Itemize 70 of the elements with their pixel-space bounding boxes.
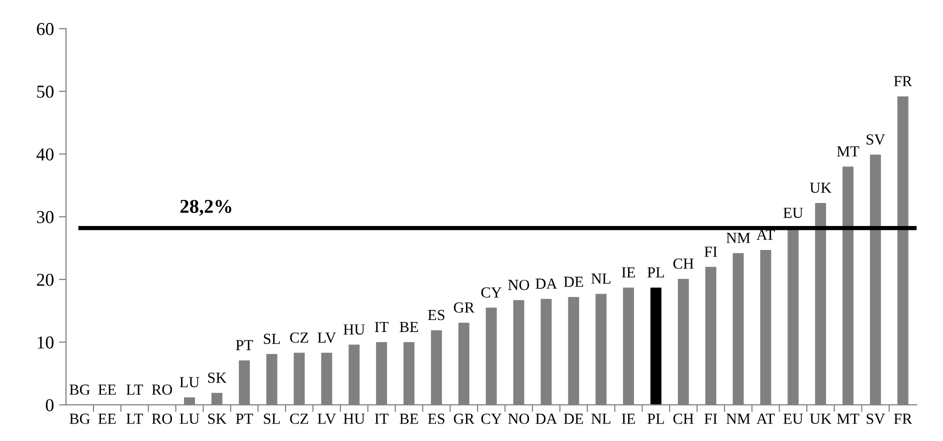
x-tick-label: IT bbox=[374, 414, 389, 424]
annotation: HU bbox=[344, 324, 365, 335]
annotation: DE bbox=[564, 276, 584, 287]
y-tick-label: 50 bbox=[37, 86, 54, 98]
x-tick-label: NO bbox=[508, 414, 530, 424]
x-tick-label: BG bbox=[70, 414, 90, 424]
x-tick-label: RO bbox=[152, 414, 172, 424]
annotation: MT bbox=[836, 146, 860, 156]
annotation: BE bbox=[400, 322, 418, 332]
x-tick-label: SK bbox=[208, 414, 227, 424]
annotation: EU bbox=[783, 208, 803, 218]
y-tick-label: 60 bbox=[36, 22, 54, 36]
y-tick-label: 30 bbox=[37, 211, 54, 224]
x-tick-label: FR bbox=[894, 414, 912, 424]
annotation: IE bbox=[622, 267, 635, 278]
annotation: EE bbox=[98, 384, 116, 395]
x-tick-label: LV bbox=[318, 414, 336, 424]
x-tick-label: CZ bbox=[290, 414, 308, 424]
x-tick-label: LU bbox=[180, 414, 200, 424]
x-tick-label: SV bbox=[866, 414, 886, 424]
x-tick-label: EU bbox=[783, 414, 803, 424]
annotation: FI bbox=[704, 246, 718, 257]
annotation: SK bbox=[208, 372, 227, 383]
x-tick-label: AT bbox=[756, 414, 775, 424]
annotation: NL bbox=[591, 274, 610, 284]
x-tick-label: ES bbox=[428, 414, 444, 424]
y-tick-label: 40 bbox=[36, 148, 54, 160]
annotation: LT bbox=[126, 384, 143, 395]
x-tick-label: LT bbox=[126, 414, 143, 424]
annotation: BG bbox=[70, 384, 90, 395]
x-tick-label: GR bbox=[454, 414, 474, 424]
x-tick-label: PT bbox=[236, 414, 254, 424]
y-tick-label: 10 bbox=[38, 336, 54, 349]
x-tick-label: SL bbox=[264, 414, 280, 424]
bar bbox=[650, 288, 662, 405]
annotation: FR bbox=[894, 76, 912, 86]
annotation: NM bbox=[726, 232, 750, 243]
annotation: ES bbox=[428, 310, 444, 320]
annotation: NO bbox=[508, 280, 530, 290]
annotation: UK bbox=[810, 182, 832, 193]
annotation: DA bbox=[536, 278, 558, 289]
x-tick-label: CH bbox=[673, 414, 694, 424]
annotation: LV bbox=[318, 332, 336, 343]
annotation: PL bbox=[647, 267, 664, 278]
x-tick-label: NL bbox=[591, 414, 610, 424]
x-tick-label: NM bbox=[726, 414, 750, 424]
x-tick-label: DA bbox=[536, 414, 558, 424]
x-tick-label: HU bbox=[344, 414, 365, 424]
annotation: GR bbox=[454, 302, 474, 313]
x-tick-label: EE bbox=[98, 414, 116, 424]
annotation: SV bbox=[866, 134, 886, 145]
ref-line-label: 28,2% bbox=[180, 200, 232, 216]
x-tick-label: CY bbox=[481, 414, 502, 424]
annotation: PT bbox=[236, 340, 254, 350]
annotation: IT bbox=[374, 322, 389, 332]
x-tick-label: BE bbox=[400, 414, 418, 424]
x-tick-label: UK bbox=[810, 414, 832, 424]
y-tick-label: 0 bbox=[46, 399, 54, 412]
annotation: RO bbox=[152, 384, 172, 395]
x-tick-label: IE bbox=[622, 414, 635, 424]
y-tick-label: 20 bbox=[36, 274, 54, 286]
x-tick-label: DE bbox=[564, 414, 584, 424]
x-tick-label: PL bbox=[647, 414, 664, 424]
annotation: CY bbox=[481, 287, 502, 298]
annotation: LU bbox=[180, 377, 200, 388]
x-tick-label: MT bbox=[836, 414, 860, 424]
annotation: CH bbox=[673, 258, 694, 269]
annotation: CZ bbox=[290, 332, 308, 343]
annotation: SL bbox=[264, 334, 280, 344]
x-tick-label: FI bbox=[704, 414, 718, 424]
